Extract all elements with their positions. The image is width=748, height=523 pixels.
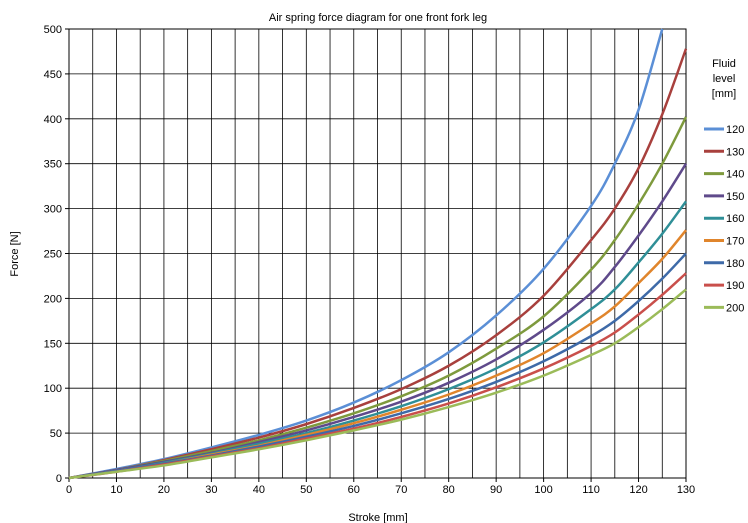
y-tick-label: 200	[44, 293, 62, 305]
y-tick-label: 350	[44, 159, 62, 171]
x-tick-label: 50	[300, 484, 312, 496]
legend-label-120: 120	[726, 124, 744, 136]
y-tick-label: 450	[44, 69, 62, 81]
x-tick-label: 20	[158, 484, 170, 496]
x-tick-label: 130	[677, 484, 695, 496]
x-tick-label: 70	[395, 484, 407, 496]
x-tick-label: 30	[205, 484, 217, 496]
y-tick-label: 300	[44, 204, 62, 216]
legend: Fluid level [mm] 120 130 140 150 160 170 180 190 20…	[704, 58, 744, 314]
legend-label-170: 170	[726, 236, 744, 248]
y-tick-labels: 0 50 100 150 200 250 300 350 400 450 500	[44, 24, 62, 485]
y-tick-label: 0	[56, 473, 62, 485]
x-tick-label: 100	[534, 484, 552, 496]
legend-label-150: 150	[726, 191, 744, 203]
x-tick-label: 40	[253, 484, 265, 496]
legend-label-190: 190	[726, 280, 744, 292]
y-axis-title: Force [N]	[9, 231, 21, 276]
legend-title-line: Fluid	[712, 58, 736, 70]
x-tick-label: 80	[443, 484, 455, 496]
x-tick-label: 120	[629, 484, 647, 496]
chart-title: Air spring force diagram for one front f…	[269, 12, 487, 24]
y-tick-label: 400	[44, 114, 62, 126]
y-tick-label: 150	[44, 338, 62, 350]
x-axis-title: Stroke [mm]	[348, 512, 407, 523]
y-tick-label: 50	[50, 428, 62, 440]
series-line-200	[68, 288, 687, 480]
x-tick-label: 60	[348, 484, 360, 496]
series-lines	[68, 28, 688, 480]
legend-title-line: level	[713, 73, 736, 85]
x-tick-label: 110	[582, 484, 600, 496]
legend-title-line: [mm]	[712, 88, 736, 100]
x-tick-label: 0	[66, 484, 72, 496]
y-tick-label: 100	[44, 383, 62, 395]
y-tick-label: 500	[44, 24, 62, 36]
x-tick-label: 10	[110, 484, 122, 496]
legend-label-180: 180	[726, 258, 744, 270]
legend-label-140: 140	[726, 169, 744, 181]
x-tick-label: 90	[490, 484, 502, 496]
series-line-140	[68, 116, 688, 480]
x-tick-labels: 0 10 20 30 40 50 60 70 80 90 100 110 120 130	[66, 484, 695, 496]
legend-label-160: 160	[726, 213, 744, 225]
legend-label-200: 200	[726, 302, 744, 314]
legend-label-130: 130	[726, 146, 744, 158]
y-tick-label: 250	[44, 249, 62, 261]
